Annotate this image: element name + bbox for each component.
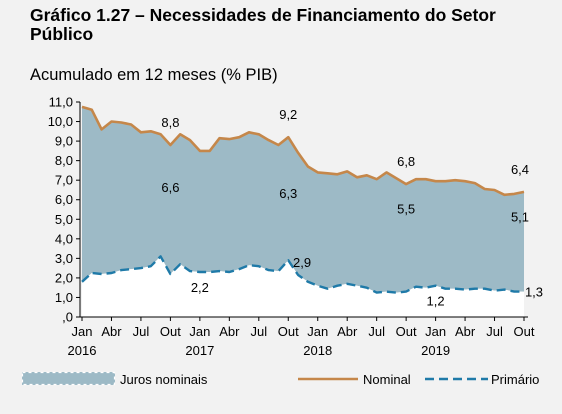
x-tick-label: Abr <box>337 324 358 339</box>
juros-nominais-area <box>82 106 524 293</box>
data-labels: 8,8 9,2 6,8 6,4 6,6 6,3 5,5 5,1 2,2 2,9 1,2 1,3 <box>161 107 543 309</box>
legend-label: Primário <box>491 372 539 387</box>
y-tick-label: 6,0 <box>55 192 73 207</box>
y-tick-label: 8,0 <box>55 153 73 168</box>
data-label: 6,6 <box>161 180 179 195</box>
y-tick-label: 7,0 <box>55 173 73 188</box>
x-tick-label: Jan <box>72 324 93 339</box>
x-tick-label: Jul <box>250 324 267 339</box>
year-label: 2017 <box>185 343 214 358</box>
data-label: 5,5 <box>397 202 415 217</box>
year-label: 2016 <box>68 343 97 358</box>
x-tick-label: Jul <box>368 324 385 339</box>
x-tick-label: Jan <box>189 324 210 339</box>
x-tick-label: Jul <box>133 324 150 339</box>
x-tick-label: Jan <box>307 324 328 339</box>
year-label: 2019 <box>421 343 450 358</box>
data-label: 2,9 <box>293 255 311 270</box>
y-tick-label: 4,0 <box>55 231 73 246</box>
y-tick-label: 9,0 <box>55 134 73 149</box>
data-label: 9,2 <box>279 107 297 122</box>
data-label: 6,3 <box>279 186 297 201</box>
legend-label: Nominal <box>363 372 411 387</box>
chart-title: Gráfico 1.27 – Necessidades de Financiam… <box>30 5 496 44</box>
x-tick-label: Abr <box>101 324 122 339</box>
x-tick-label: Abr <box>219 324 240 339</box>
x-tick-label: Jul <box>486 324 503 339</box>
legend-label: Juros nominais <box>120 372 208 387</box>
y-tick-label: 5,0 <box>55 212 73 227</box>
year-label: 2018 <box>303 343 332 358</box>
data-label: 2,2 <box>191 280 209 295</box>
x-tick-label: Abr <box>455 324 476 339</box>
data-label: 6,8 <box>397 154 415 169</box>
legend-area-swatch-border <box>21 371 116 386</box>
below-primary-fill <box>82 256 524 317</box>
y-tick-label: 2,0 <box>55 270 73 285</box>
data-label: 8,8 <box>161 115 179 130</box>
legend: Juros nominais Nominal Primário <box>21 371 539 387</box>
y-tick-label: 10,0 <box>48 114 73 129</box>
data-label: 1,3 <box>525 285 543 300</box>
x-tick-label: Out <box>160 324 181 339</box>
data-label: 1,2 <box>427 294 445 309</box>
y-tick-label: 11,0 <box>49 95 73 110</box>
legend-area-swatch <box>22 372 115 385</box>
y-tick-label: ,0 <box>62 310 73 325</box>
x-tick-label: Out <box>514 324 535 339</box>
y-tick-label: 1,0 <box>55 290 73 305</box>
data-label: 6,4 <box>511 162 529 177</box>
chart-subtitle: Acumulado em 12 meses (% PIB) <box>30 66 278 84</box>
data-label: 5,1 <box>511 209 529 224</box>
x-tick-label: Out <box>396 324 417 339</box>
x-tick-label: Out <box>278 324 299 339</box>
y-tick-label: 3,0 <box>55 251 73 266</box>
plot-area <box>81 105 525 317</box>
nominal-line <box>81 105 525 197</box>
x-tick-label: Jan <box>425 324 446 339</box>
axes: ,0 1,0 2,0 3,0 4,0 5,0 6,0 7,0 8,0 9,0 10,0 11,0 Jan… <box>48 95 535 359</box>
